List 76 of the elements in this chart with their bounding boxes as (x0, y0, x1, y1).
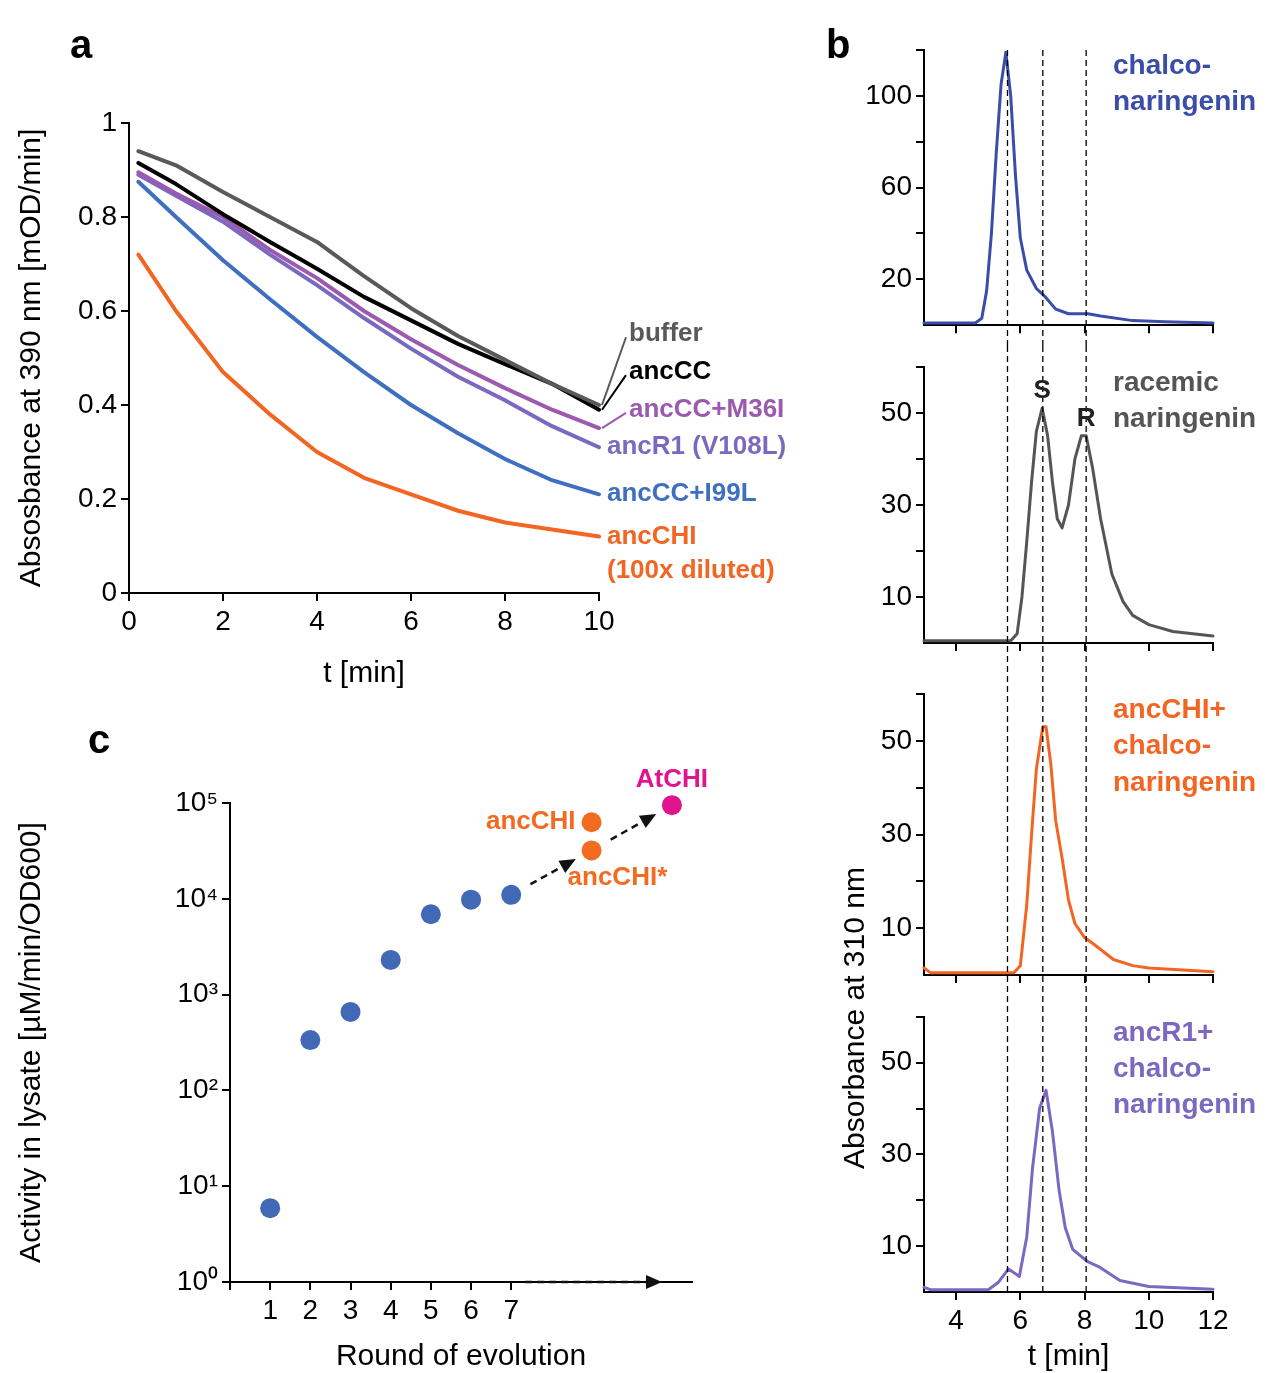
chart-title: b (826, 22, 851, 66)
x-tick-label: 2 (215, 604, 231, 636)
x-tick-label: 6 (463, 1293, 479, 1325)
text: buffer (629, 317, 703, 348)
y-tick-label: 10⁵ (175, 785, 218, 817)
x-tick-label: 5 (423, 1293, 439, 1325)
x-tick-label: 4 (382, 1293, 399, 1325)
annotation: R (1076, 402, 1096, 433)
x-tick-label: 12 (1197, 1303, 1229, 1335)
y-tick-label: 0.2 (78, 481, 117, 513)
x-tick-label: 1 (262, 1293, 278, 1325)
series-label: ancCC+I99L (607, 477, 757, 508)
x-tick-label: 0 (121, 604, 137, 636)
y-tick-label: 10 (880, 1228, 912, 1260)
series-label: ancR1 (V108L) (607, 430, 787, 461)
series-label: ancCHI (100x diluted) (607, 519, 775, 584)
y-tick-label: 1 (101, 105, 117, 137)
y-tick-label: 50 (880, 1045, 912, 1077)
point (340, 1001, 361, 1022)
x-tick-label: 10 (1133, 1303, 1165, 1335)
y-axis-title: Activity in lysate [µM/min/OD600] (13, 822, 47, 1263)
x-axis-title: t [min] (323, 655, 405, 689)
series-label: ancCC (629, 354, 712, 385)
y-tick-label: 100 (865, 78, 912, 110)
x-tick-label: 8 (1076, 1303, 1093, 1335)
x-axis-title: t [min] (1027, 1338, 1110, 1372)
point (461, 889, 482, 910)
annotation: S (1033, 374, 1051, 405)
y-tick-label: 0 (101, 575, 117, 607)
y-tick-label: 10² (177, 1073, 218, 1105)
y-tick-label: 10¹ (177, 1168, 218, 1200)
point (501, 884, 522, 905)
y-tick-label: 20 (880, 262, 912, 294)
y-tick-label: 10⁴ (174, 881, 218, 913)
text: ancCHI+chalco-naringenin (1113, 692, 1257, 797)
y-tick-label: 50 (880, 723, 912, 755)
series-label: AtCHI (635, 763, 709, 794)
series-label: ancCHI (485, 805, 576, 836)
legend-label: ancCC+M36I (629, 392, 785, 423)
point (300, 1030, 321, 1051)
x-tick-label: 3 (342, 1293, 359, 1325)
y-axis-title: Absorbance at 310 nm (837, 867, 870, 1169)
x-tick-label: 10 (583, 604, 615, 636)
y-tick-label: 10 (880, 910, 912, 942)
x-tick-label: 4 (309, 604, 325, 636)
y-tick-label: 10 (880, 579, 912, 611)
x-tick-label: 4 (948, 1303, 964, 1335)
y-tick-label: 0.6 (78, 293, 117, 325)
point (380, 949, 401, 970)
y-tick-label: 60 (880, 170, 912, 202)
x-tick-label: 8 (497, 604, 513, 636)
point (260, 1198, 281, 1219)
text: ancR1+chalco-naringenin (1113, 1015, 1257, 1120)
chart-title: c (88, 717, 111, 761)
y-tick-label: 30 (880, 487, 912, 519)
text: chalco-naringenin (1113, 48, 1257, 117)
x-tick-label: 6 (403, 604, 419, 636)
y-tick-label: 30 (880, 817, 912, 849)
series-label: ancCHI* (567, 860, 669, 891)
y-tick-label: 30 (880, 1137, 912, 1169)
point (420, 904, 441, 925)
point (581, 812, 602, 833)
y-tick-label: 0.8 (78, 199, 117, 231)
y-tick-label: 0.4 (78, 387, 117, 419)
y-axis-title: Absosbance at 390 nm [mOD/min] (13, 128, 47, 588)
series-label: racemic naringenin (1113, 365, 1257, 433)
y-tick-label: 10⁰ (176, 1264, 218, 1296)
chart-title: a (70, 22, 93, 66)
point (581, 840, 602, 861)
point (661, 795, 682, 816)
x-tick-label: 6 (1012, 1303, 1029, 1335)
x-tick-label: 7 (503, 1293, 520, 1325)
x-axis-title: Round of evolution (335, 1338, 587, 1372)
y-tick-label: 50 (880, 395, 912, 427)
y-tick-label: 10³ (177, 977, 218, 1009)
x-tick-label: 2 (302, 1293, 319, 1325)
